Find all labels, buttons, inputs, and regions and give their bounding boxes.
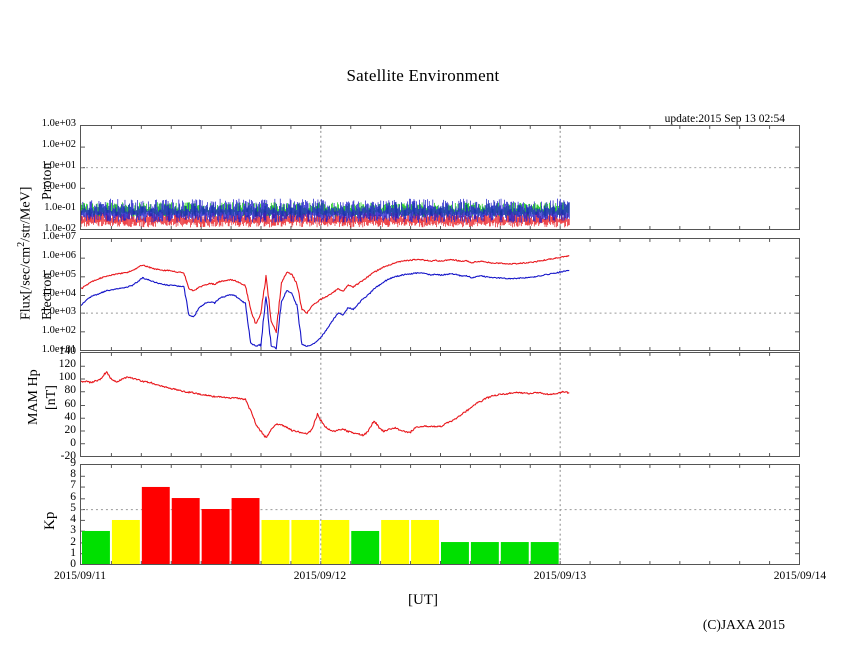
y-tick-label: -20 xyxy=(60,450,76,462)
kp-bar xyxy=(81,530,110,564)
kp-index-panel xyxy=(80,464,800,565)
electron-flux-panel xyxy=(80,238,800,351)
y-tick-label: 4 xyxy=(70,513,76,526)
kp-bar xyxy=(261,519,290,564)
y-tick-label: 1.0e+04 xyxy=(41,287,76,299)
electron-plot-area xyxy=(81,239,799,350)
y-tick-label: 6 xyxy=(70,490,76,503)
y-tick-label: 0 xyxy=(70,558,76,570)
kp-plot-area xyxy=(81,465,799,564)
mam-hp-panel xyxy=(80,352,800,457)
y-tick-label: 1.0e+03 xyxy=(41,306,76,318)
kp-bar xyxy=(231,498,260,564)
y-tick-label: 7 xyxy=(70,479,76,492)
x-tick-label: 2015/09/12 xyxy=(293,570,347,582)
x-tick-label: 2015/09/11 xyxy=(54,570,106,582)
y-tick-label: 3 xyxy=(70,524,76,537)
kp-bar xyxy=(201,509,230,564)
kp-bar xyxy=(111,519,140,564)
x-tick-label: 2015/09/13 xyxy=(533,570,587,582)
kp-bar xyxy=(440,542,469,564)
kp-bar xyxy=(291,519,320,564)
y-tick-label: 60 xyxy=(64,397,77,410)
y-tick-label: 1.0e+00 xyxy=(41,181,76,192)
y-tick-label: 8 xyxy=(70,468,76,481)
y-tick-label: 1.0e-01 xyxy=(44,202,76,213)
y-tick-label: 120 xyxy=(58,358,76,371)
y-tick-label: 100 xyxy=(58,371,76,384)
x-axis-title: [UT] xyxy=(408,592,438,608)
y-tick-label: 0 xyxy=(70,436,76,449)
y-tick-label: 1.0e+07 xyxy=(41,231,76,242)
y-tick-label: 40 xyxy=(64,410,77,423)
x-tick-label: 2015/09/14 xyxy=(773,570,827,582)
update-timestamp: update:2015 Sep 13 02:54 xyxy=(664,113,785,125)
y-tick-label: 20 xyxy=(64,423,77,436)
y-tick-label: 1.0e-02 xyxy=(44,223,76,234)
y-tick-label: 9 xyxy=(70,457,76,469)
mam-plot-area xyxy=(81,353,799,456)
y-tick-label: 1 xyxy=(70,546,76,559)
y-tick-label: 1.0e+05 xyxy=(41,268,76,280)
kp-bar xyxy=(141,486,170,564)
page-title: Satellite Environment xyxy=(346,66,500,85)
y-tick-label: 1.0e+03 xyxy=(41,118,76,129)
y-tick-label: 2 xyxy=(70,535,76,548)
y-tick-label: 80 xyxy=(64,384,77,397)
kp-bar xyxy=(351,530,380,564)
y-tick-label: 1.0e+02 xyxy=(41,325,76,337)
kp-bar xyxy=(530,542,559,564)
y-tick-label: 1.0e+01 xyxy=(41,344,76,355)
copyright-notice: (C)JAXA 2015 xyxy=(702,617,785,632)
y-tick-label: 1.0e+06 xyxy=(41,249,76,261)
proton-plot-area xyxy=(81,126,799,229)
y-tick-label: 140 xyxy=(58,345,76,357)
kp-bar xyxy=(171,498,200,564)
y-tick-label: 5 xyxy=(70,501,76,514)
kp-bar xyxy=(411,519,440,564)
kp-bar xyxy=(381,519,410,564)
kp-bar xyxy=(321,519,350,564)
proton-flux-panel xyxy=(80,125,800,230)
y-tick-label: 1.0e+02 xyxy=(41,139,76,150)
kp-bar xyxy=(500,542,529,564)
kp-bar xyxy=(470,542,499,564)
y-tick-label: 1.0e+01 xyxy=(41,160,76,171)
